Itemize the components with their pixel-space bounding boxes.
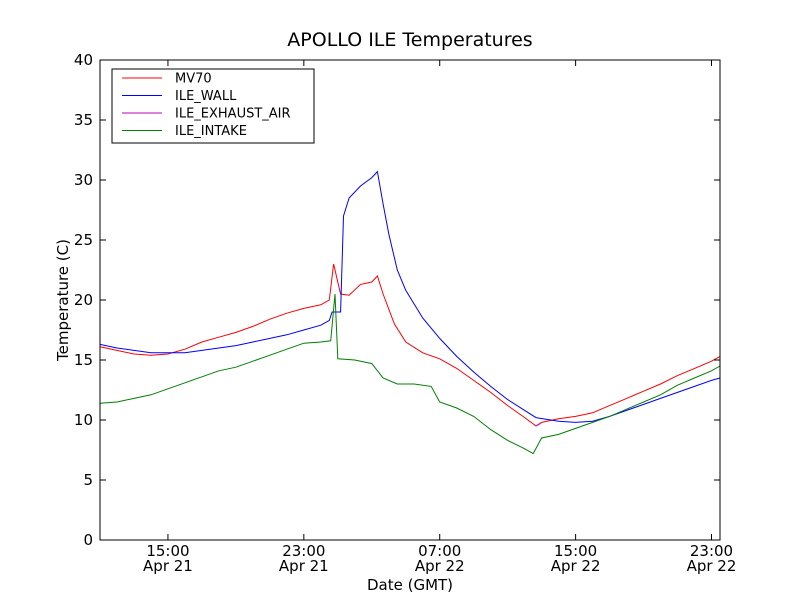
x-tick-label: Apr 22	[551, 557, 601, 575]
legend: MV70 ILE_WALL ILE_EXHAUST_AIR ILE_INTAKE	[111, 68, 315, 144]
series-line-ile-wall	[99, 170, 721, 423]
y-tick-label: 20	[74, 291, 93, 309]
series-line-mv70	[99, 263, 721, 427]
y-tick-label: 0	[83, 531, 93, 549]
x-tick-label: Apr 22	[415, 557, 465, 575]
x-tick-label: Apr 21	[279, 557, 329, 575]
y-axis-label: Temperature (C)	[54, 239, 72, 362]
x-tick-label: 23:00	[282, 542, 325, 560]
plot-frame	[99, 59, 721, 541]
x-tick-label: 15:00	[554, 542, 597, 560]
series-layer	[99, 170, 721, 455]
y-tick-label: 40	[74, 51, 93, 69]
x-tick-label: 07:00	[418, 542, 461, 560]
x-axis-label: Date (GMT)	[367, 576, 453, 594]
y-tick-label: 25	[74, 231, 93, 249]
y-tick-label: 5	[83, 471, 93, 489]
legend-label: ILE_EXHAUST_AIR	[175, 107, 291, 122]
chart-title: APOLLO ILE Temperatures	[287, 29, 532, 51]
x-tick-label: Apr 21	[143, 557, 193, 575]
series-line-ile-intake	[99, 293, 721, 455]
y-tick-label: 10	[74, 411, 93, 429]
y-tick-label: 30	[74, 171, 93, 189]
legend-label: ILE_WALL	[175, 89, 237, 104]
x-tick-label: Apr 22	[687, 557, 737, 575]
x-tick-label: 15:00	[146, 542, 189, 560]
series-line-ile-exhaust-air	[535, 423, 541, 427]
legend-label: ILE_INTAKE	[175, 124, 247, 139]
legend-label: MV70	[175, 72, 212, 87]
x-tick-label: 23:00	[690, 542, 733, 560]
y-tick-label: 15	[74, 351, 93, 369]
y-tick-label: 35	[74, 111, 93, 129]
